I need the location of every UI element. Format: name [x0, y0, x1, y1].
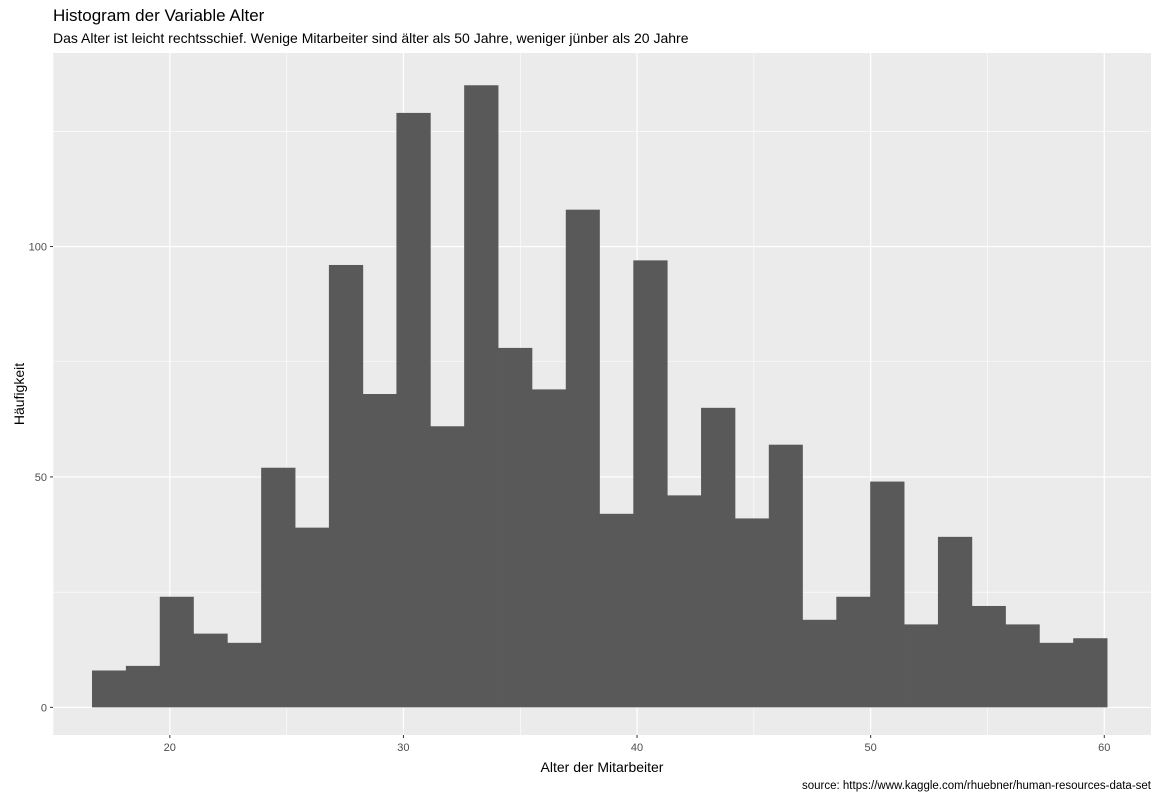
x-tick-label: 20 [164, 742, 176, 754]
histogram-bar [362, 394, 397, 708]
histogram-bar [1039, 642, 1074, 708]
histogram-bar [159, 596, 194, 708]
y-tick-label: 0 [41, 702, 47, 714]
chart-subtitle: Das Alter ist leicht rechtsschief. Wenig… [53, 30, 689, 46]
histogram-bar [802, 619, 837, 708]
histogram-bars [92, 85, 1108, 708]
x-tick-label: 50 [865, 742, 877, 754]
histogram-bar [971, 605, 1006, 708]
histogram-bar [295, 527, 330, 708]
histogram-bar [836, 596, 871, 708]
histogram-bar [531, 389, 567, 708]
histogram-bar [464, 85, 499, 708]
histogram-bar [227, 642, 262, 708]
histogram-bar [565, 209, 600, 708]
x-tick-label: 60 [1098, 742, 1110, 754]
y-tick-label: 100 [29, 242, 47, 254]
histogram-bar [125, 665, 161, 708]
histogram-bar [92, 670, 127, 708]
histogram-bar [498, 347, 533, 708]
histogram-bar [1073, 638, 1108, 708]
y-axis-title: Häufigkeit [11, 363, 27, 425]
x-tick-label: 40 [631, 742, 643, 754]
x-axis-ticks: 20 30 40 50 60 [164, 735, 1110, 754]
histogram-bar [193, 633, 228, 708]
chart-title: Histogram der Variable Alter [53, 6, 265, 25]
histogram-bar [633, 260, 668, 708]
histogram-bar [904, 624, 939, 708]
histogram-bar [430, 426, 465, 708]
histogram-bar [1005, 624, 1040, 708]
y-tick-label: 50 [35, 472, 47, 484]
histogram-bar [667, 495, 702, 708]
x-tick-label: 30 [397, 742, 409, 754]
histogram-bar [261, 467, 296, 708]
histogram-bar [396, 112, 431, 708]
chart-caption: source: https://www.kaggle.com/rhuebner/… [802, 780, 1151, 792]
histogram-bar [328, 264, 364, 708]
histogram-bar [870, 481, 905, 708]
histogram-bar [937, 536, 973, 708]
histogram-bar [599, 513, 634, 708]
histogram-bar [734, 518, 770, 708]
histogram-bar [768, 444, 803, 708]
x-axis-title: Alter der Mitarbeiter [541, 759, 664, 775]
histogram-bar [701, 407, 736, 708]
y-axis-ticks: 0 50 100 [29, 242, 53, 714]
